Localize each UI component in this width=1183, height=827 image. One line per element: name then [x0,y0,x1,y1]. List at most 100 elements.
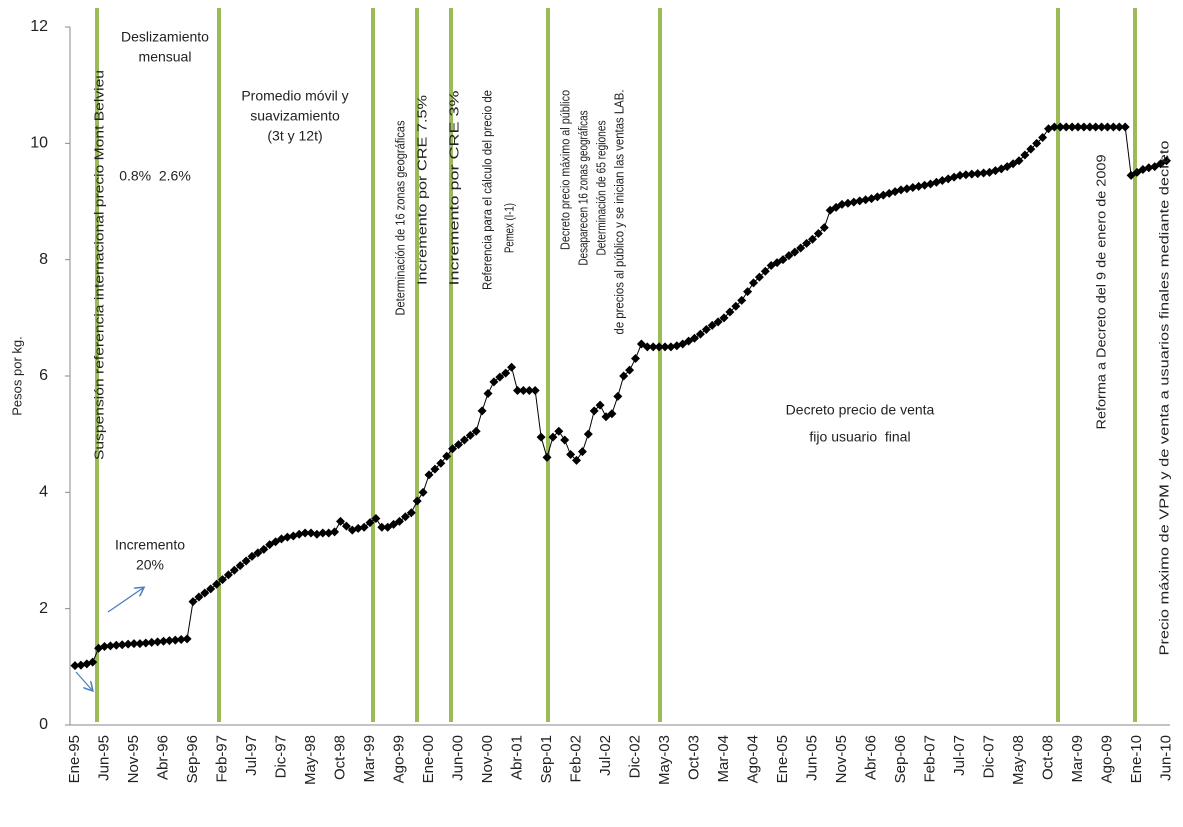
data-point [300,528,310,538]
data-point [353,523,363,533]
data-point [577,447,587,457]
data-point [855,196,865,206]
data-point [294,529,304,539]
x-tick-label: Ago-04 [744,735,761,783]
data-point [1079,122,1089,132]
arrow [107,588,143,613]
annotation: Suspensión referencia internacional prec… [91,70,106,460]
data-point [147,637,157,647]
x-tick-label: Mar-09 [1069,735,1086,783]
y-axis-label: Pesos por kg. [9,336,24,416]
data-point [536,432,546,442]
data-point [1108,122,1118,132]
x-tick-label: Ene-00 [420,735,437,783]
x-tick-label: Jul-97 [243,735,260,776]
data-point [200,588,210,598]
data-point [813,228,823,238]
data-point [566,450,576,460]
x-tick-label: Feb-02 [567,735,584,783]
data-point [117,640,127,650]
x-tick-label: Abr-96 [154,735,171,780]
data-point [395,516,404,526]
data-point [902,184,912,194]
data-point [141,638,151,648]
data-point [548,432,558,442]
y-tick-label: 2 [39,600,48,617]
data-point [843,198,853,208]
data-point [796,243,806,253]
x-tick-label: Jul-02 [597,735,614,776]
data-point [188,597,198,607]
data-point [359,522,369,532]
data-point [1091,122,1101,132]
data-point [365,518,375,528]
data-point [1144,163,1154,173]
data-point [701,324,711,334]
annotation: Promedio móvil y [241,88,348,104]
annotation: Precio máximo de VPM y de venta a usuari… [1156,141,1171,656]
data-point [542,452,552,462]
data-point [695,329,705,339]
data-point [861,195,871,205]
data-point [837,199,847,209]
data-point [707,320,717,330]
data-point [1044,124,1053,134]
x-tick-label: Jul-07 [951,735,968,776]
data-point [719,313,729,323]
data-point [1103,122,1112,132]
annotation: Pemex (I-1) [501,203,516,253]
data-point [400,512,410,522]
annotation: (3t y 12t) [267,128,322,144]
x-tick-label: Ene-95 [66,735,83,783]
annotation: mensual [139,49,192,65]
annotation: Determinación de 65 regiones [593,120,608,255]
data-point [477,406,487,416]
annotation: Desaparecen 16 zonas geográficas [575,110,590,265]
data-point [336,516,345,526]
x-tick-label: Oct-08 [1039,735,1056,780]
data-point [754,272,764,282]
data-point [589,406,599,416]
data-point [153,637,163,647]
data-point [495,372,505,382]
data-point [731,301,741,311]
data-point [247,551,257,561]
data-point [223,570,233,580]
x-tick-label: Feb-07 [921,735,938,783]
y-tick-label: 0 [39,716,48,733]
data-point [896,185,906,195]
data-point [235,561,245,571]
data-point [418,487,428,497]
annotation: Incremento por CRE 7.5% [414,94,429,285]
data-point [341,521,351,531]
data-point [778,255,788,265]
data-point [1085,122,1095,132]
x-tick-label: Dic-07 [980,735,997,778]
annotation: fijo usuario final [809,429,910,445]
data-point [914,181,924,191]
data-point [229,565,239,575]
data-point [454,440,463,450]
annotation: Incremento por CRE 3% [446,90,461,286]
data-point [737,295,747,305]
data-point [135,639,145,649]
data-point [377,522,387,532]
x-tick-label: Abr-06 [862,735,879,780]
x-tick-label: Nov-00 [479,735,496,783]
data-point [513,386,522,396]
data-point [572,455,581,465]
data-point [849,197,859,207]
annotation: Referencia para el cálculo del precio de [479,90,494,290]
data-point [583,429,593,439]
x-tick-label: May-08 [1010,735,1027,785]
data-point [371,514,381,524]
x-tick-label: May-98 [302,735,319,785]
data-point [1014,156,1024,166]
data-point [159,636,168,646]
data-point [973,169,983,179]
data-point [129,639,139,649]
data-point [176,634,186,644]
data-point [1032,138,1042,148]
data-point [1049,122,1059,132]
data-point [666,342,676,352]
